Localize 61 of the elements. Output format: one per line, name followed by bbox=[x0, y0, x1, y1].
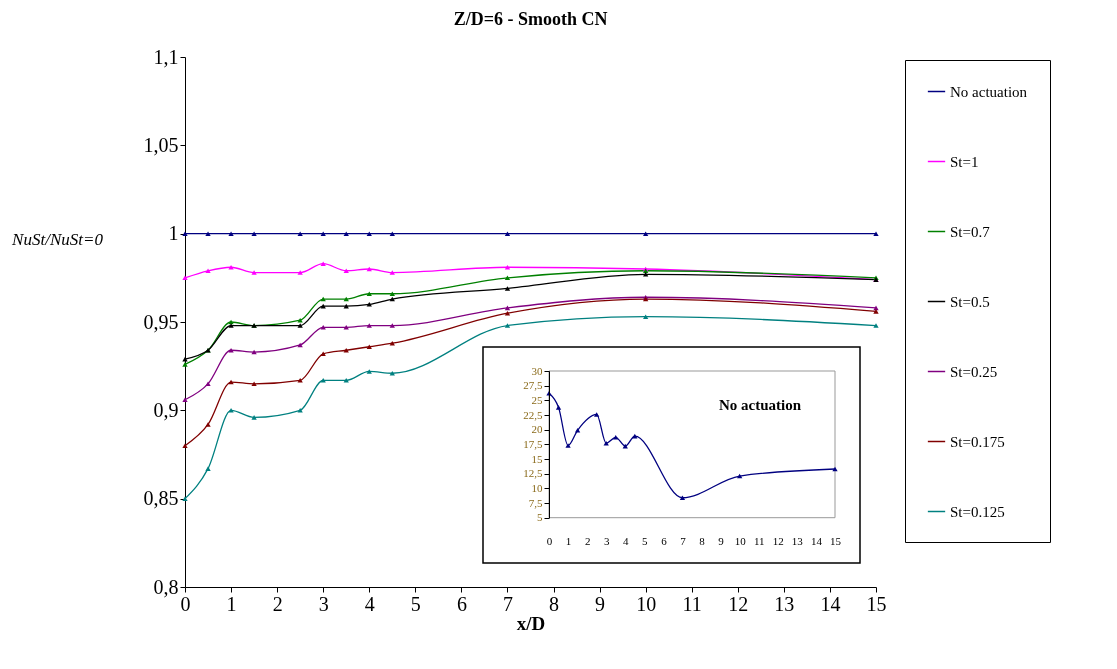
x-tick-label: 14 bbox=[820, 592, 841, 615]
y-tick-label: 0,8 bbox=[153, 575, 179, 598]
x-tick-label: 13 bbox=[791, 535, 804, 548]
x-tick-label: 12 bbox=[772, 535, 784, 548]
x-tick-label: 3 bbox=[318, 592, 329, 615]
x-tick-label: 7 bbox=[680, 535, 687, 548]
x-tick-label: 10 bbox=[636, 592, 657, 615]
x-tick-label: 15 bbox=[830, 535, 842, 548]
x-tick-label: 6 bbox=[456, 592, 467, 615]
legend-label: St=0.125 bbox=[950, 503, 1005, 520]
y-tick-label: 7,5 bbox=[528, 496, 543, 509]
legend-label: St=0.5 bbox=[950, 293, 990, 310]
y-tick-label: 20 bbox=[531, 423, 543, 436]
y-tick-label: 15 bbox=[531, 452, 543, 465]
x-axis-title: x/D bbox=[516, 612, 546, 634]
y-tick-label: 0,95 bbox=[143, 310, 179, 333]
x-tick-label: 7 bbox=[502, 592, 513, 615]
y-tick-label: 1 bbox=[168, 222, 179, 245]
x-tick-label: 0 bbox=[180, 592, 191, 615]
x-tick-label: 6 bbox=[661, 535, 668, 548]
x-tick-label: 1 bbox=[565, 535, 572, 548]
x-tick-label: 4 bbox=[364, 592, 375, 615]
x-tick-label: 10 bbox=[734, 535, 747, 548]
x-tick-label: 1 bbox=[226, 592, 237, 615]
x-tick-label: 8 bbox=[699, 535, 706, 548]
x-tick-label: 2 bbox=[272, 592, 283, 615]
y-tick-label: 17,5 bbox=[523, 437, 543, 450]
legend-label: No actuation bbox=[950, 83, 1028, 100]
y-tick-label: 0,9 bbox=[153, 398, 179, 421]
y-tick-label: 0,85 bbox=[143, 487, 179, 510]
x-tick-label: 5 bbox=[642, 535, 649, 548]
x-tick-label: 11 bbox=[682, 592, 702, 615]
y-tick-label: 1,05 bbox=[143, 133, 179, 156]
x-tick-label: 12 bbox=[728, 592, 749, 615]
x-tick-label: 15 bbox=[866, 592, 887, 615]
y-tick-label: 25 bbox=[531, 393, 543, 406]
legend-label: St=0.25 bbox=[950, 363, 998, 380]
y-tick-label: 12,5 bbox=[523, 467, 543, 480]
x-tick-label: 9 bbox=[718, 535, 725, 548]
x-tick-label: 11 bbox=[753, 535, 765, 548]
text: No actuation bbox=[718, 397, 802, 413]
y-tick-label: 10 bbox=[531, 481, 543, 494]
y-tick-label: 30 bbox=[531, 364, 543, 377]
y-tick-label: 22,5 bbox=[523, 408, 543, 421]
x-tick-label: 3 bbox=[603, 535, 610, 548]
x-tick-label: 5 bbox=[410, 592, 421, 615]
x-tick-label: 2 bbox=[584, 535, 591, 548]
x-tick-label: 8 bbox=[549, 592, 560, 615]
x-tick-label: 14 bbox=[810, 535, 823, 548]
chart-title: Z/D=6 - Smooth CN bbox=[453, 9, 608, 29]
x-tick-label: 0 bbox=[546, 535, 553, 548]
x-tick-label: 13 bbox=[774, 592, 795, 615]
y-axis-title: NuSt/NuSt=0 bbox=[11, 229, 104, 249]
legend-label: St=0.7 bbox=[950, 223, 991, 240]
y-tick-label: 27,5 bbox=[523, 379, 543, 392]
x-tick-label: 4 bbox=[623, 535, 630, 548]
legend-label: St=0.175 bbox=[950, 433, 1005, 450]
x-tick-label: 9 bbox=[595, 592, 606, 615]
y-tick-label: 1,1 bbox=[153, 45, 179, 68]
y-tick-label: 5 bbox=[537, 511, 543, 524]
legend-label: St=1 bbox=[950, 153, 979, 170]
